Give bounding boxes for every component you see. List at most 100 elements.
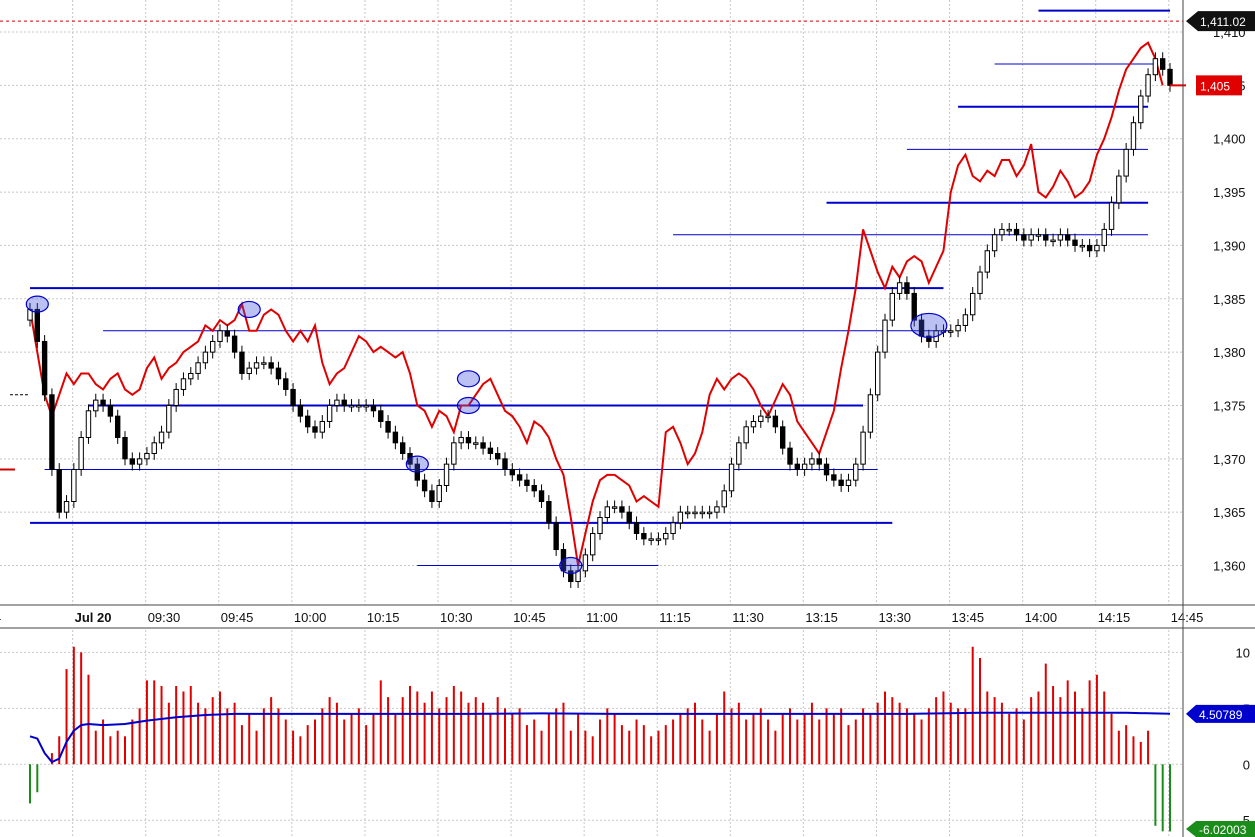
candle[interactable] [1138,89,1144,130]
candle[interactable] [948,324,954,338]
candle[interactable] [122,431,128,466]
candle[interactable] [1145,68,1151,103]
candle[interactable] [188,367,194,386]
candle[interactable] [473,436,479,450]
candle[interactable] [991,228,998,258]
candle[interactable] [217,324,223,348]
candle[interactable] [896,276,903,300]
candle[interactable] [1086,239,1093,258]
candle[interactable] [385,415,391,439]
highlight-ellipse[interactable] [237,300,261,319]
candle[interactable] [114,409,121,444]
candle[interactable] [239,345,245,380]
candle[interactable] [41,335,48,402]
candle[interactable] [502,452,508,476]
candle[interactable] [1072,233,1078,252]
candle[interactable] [370,399,377,418]
candle[interactable] [736,436,742,471]
candle[interactable] [253,356,260,375]
candle[interactable] [663,527,669,546]
candle[interactable] [779,420,786,455]
candle[interactable] [85,404,92,444]
candle[interactable] [107,399,114,423]
candle[interactable] [546,495,552,530]
candle[interactable] [765,409,771,423]
candle[interactable] [750,415,757,434]
candle[interactable] [962,308,969,332]
candle[interactable] [699,505,706,519]
candle[interactable] [304,409,311,434]
candle[interactable] [151,436,157,460]
candle[interactable] [1006,223,1012,236]
candle[interactable] [816,452,822,471]
candle[interactable] [809,452,815,471]
candle[interactable] [677,505,684,530]
candle[interactable] [209,335,216,359]
candle[interactable] [290,383,296,412]
candle[interactable] [787,441,793,471]
candle[interactable] [999,223,1005,242]
histogram-panel[interactable]: -505104.50789-6.02003 [0,630,1255,837]
candle[interactable] [136,452,143,471]
candle[interactable] [312,420,318,439]
candle[interactable] [1021,228,1027,247]
candle[interactable] [874,345,881,402]
candle[interactable] [34,303,41,348]
candle[interactable] [283,372,289,396]
candle[interactable] [202,345,209,370]
candle[interactable] [268,356,274,375]
candle[interactable] [1152,52,1159,82]
candle[interactable] [911,287,917,327]
candle[interactable] [670,516,676,540]
candle[interactable] [429,484,435,508]
candle[interactable] [721,484,727,514]
candle[interactable] [568,564,574,588]
candle[interactable] [56,463,62,519]
candle[interactable] [334,393,340,412]
candle[interactable] [553,516,559,556]
candle[interactable] [706,505,713,519]
candle[interactable] [516,468,523,487]
candle[interactable] [641,527,647,546]
candle[interactable] [1108,196,1115,236]
highlight-ellipse[interactable] [559,556,583,575]
candle[interactable] [480,436,486,455]
candle[interactable] [224,324,231,343]
candle[interactable] [977,265,983,300]
highlight-ellipse[interactable] [25,295,49,313]
candle[interactable] [1159,52,1166,76]
candle[interactable] [509,463,516,482]
candle[interactable] [728,457,735,498]
candle[interactable] [93,393,99,418]
candle[interactable] [63,495,70,519]
candle[interactable] [341,393,347,412]
candle[interactable] [860,425,866,471]
candle[interactable] [619,500,625,519]
candle[interactable] [399,436,406,460]
candle[interactable] [1079,239,1086,252]
highlight-ellipse[interactable] [405,455,429,473]
candle[interactable] [319,415,326,439]
candle[interactable] [926,329,932,348]
candle[interactable] [845,473,852,492]
candle[interactable] [692,505,698,519]
candle[interactable] [626,505,632,530]
candle[interactable] [648,532,654,546]
candle[interactable] [1035,228,1042,242]
candle[interactable] [451,436,457,471]
candle[interactable] [1064,228,1071,247]
candle[interactable] [129,452,136,471]
candle[interactable] [261,356,267,370]
candle[interactable] [487,441,494,460]
candle[interactable] [465,431,472,450]
candle[interactable] [158,425,165,450]
candle[interactable] [604,500,611,524]
candle[interactable] [246,361,252,380]
average-line[interactable] [29,711,1171,764]
candle[interactable] [538,484,545,508]
candle[interactable] [1130,116,1137,156]
candle[interactable] [494,447,501,466]
candle[interactable] [100,393,106,412]
candle[interactable] [582,548,589,578]
